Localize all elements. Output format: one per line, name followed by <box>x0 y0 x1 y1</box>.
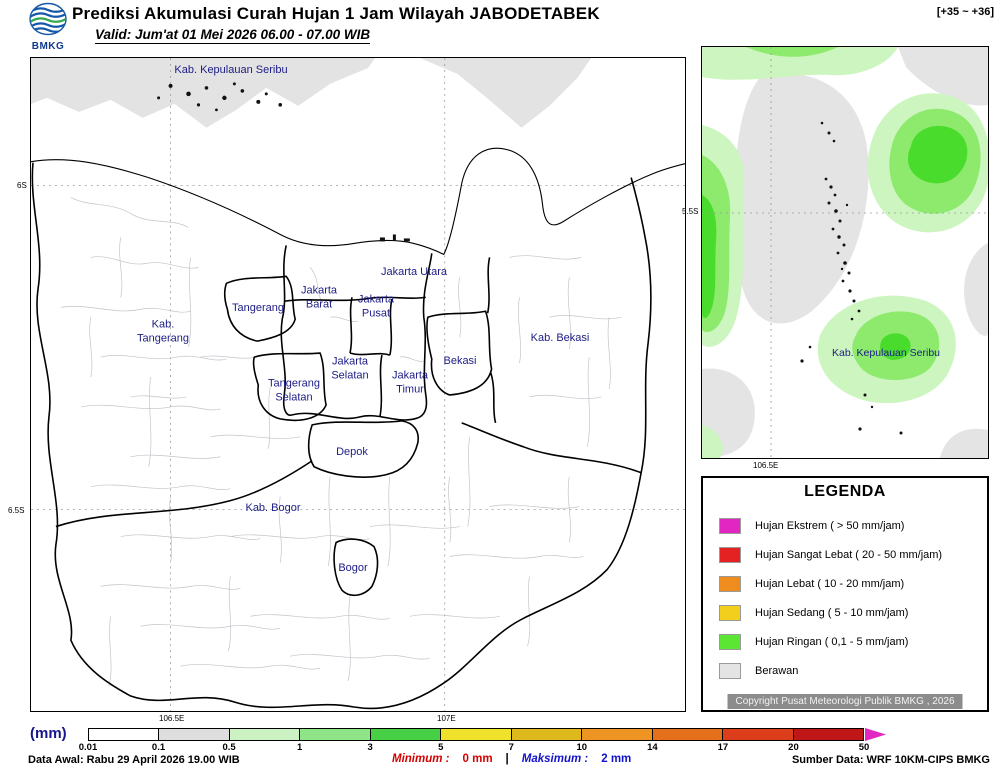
inset-graticule <box>702 47 988 458</box>
legend-item-lebat: Hujan Lebat ( 10 - 20 mm/jam) <box>719 576 904 592</box>
valid-time-text: Valid: Jum'at 01 Mei 2026 06.00 - 07.00 … <box>95 27 371 44</box>
colorbar-segment <box>582 729 653 740</box>
map-label-tangerang-selatan: Tangerang Selatan <box>268 377 320 403</box>
inset-island-dots <box>800 121 903 435</box>
graticule-lines <box>31 58 685 711</box>
bmkg-logo-icon <box>29 2 67 36</box>
bmkg-logo-text: BMKG <box>31 41 65 52</box>
district-boundaries <box>31 162 652 710</box>
map-label-jakarta-barat: Jakarta Barat <box>300 284 338 310</box>
inset-cloud-contours <box>702 47 988 458</box>
map-label-kab-kepulauan-seribu: Kab. Kepulauan Seribu <box>174 64 288 77</box>
legend-swatch-ringan <box>719 634 741 650</box>
legend-swatch-berawan <box>719 663 741 679</box>
legend-label-sedang: Hujan Sedang ( 5 - 10 mm/jam) <box>755 607 909 619</box>
colorbar-tick: 20 <box>788 742 799 753</box>
legend-label-lebat: Hujan Lebat ( 10 - 20 mm/jam) <box>755 578 905 590</box>
legend-item-sedang: Hujan Sedang ( 5 - 10 mm/jam) <box>719 605 908 621</box>
colorbar-segment <box>723 729 794 740</box>
legend-item-ringan: Hujan Ringan ( 0,1 - 5 mm/jam) <box>719 634 908 650</box>
sumber-data-text: Sumber Data: WRF 10KM-CIPS BMKG <box>791 754 990 766</box>
x-axis-tick-106-5e: 106.5E <box>159 714 185 723</box>
inset-x-tick-106-5e: 106.5E <box>753 461 779 470</box>
bmkg-logo: BMKG <box>24 2 72 56</box>
colorbar-tick: 0.5 <box>222 742 236 753</box>
inset-rain-core-contours <box>702 125 968 360</box>
map-label-depok: Depok <box>336 446 368 459</box>
colorbar-unit-label: (mm) <box>30 725 67 742</box>
minimum-value: 0 mm <box>462 753 493 765</box>
minimum-label: Minimum : <box>392 753 450 765</box>
colorbar-tick: 1 <box>296 742 303 753</box>
cloud-overlay <box>31 58 592 128</box>
legend-label-ekstrem: Hujan Ekstrem ( > 50 mm/jam) <box>755 520 905 532</box>
colorbar-segment <box>441 729 512 740</box>
maksimum-label: Maksimum : <box>521 753 589 765</box>
colorbar-segment <box>300 729 371 740</box>
colorbar-ticks: 0.01 0.1 0.5 1 3 5 7 10 14 17 20 50 <box>79 742 870 754</box>
main-map-canvas <box>31 58 685 711</box>
minmax-row: Minimum : 0 mm | Maksimum : 2 mm <box>392 753 631 765</box>
island-dots <box>157 82 283 112</box>
y-axis-tick-6-5s: 6.5S <box>8 506 25 515</box>
legend-label-ringan: Hujan Ringan ( 0,1 - 5 mm/jam) <box>755 636 909 648</box>
legend-swatch-ekstrem <box>719 518 741 534</box>
colorbar-tick: 7 <box>508 742 514 753</box>
colorbar-segment <box>652 729 724 740</box>
map-label-bekasi: Bekasi <box>443 355 477 368</box>
colorbar-segment <box>89 729 160 740</box>
colorbar-segment <box>229 729 301 740</box>
legend-item-berawan: Berawan <box>719 663 798 679</box>
inset-map-canvas <box>702 47 988 458</box>
inset-label-kab-kepulauan-seribu: Kab. Kepulauan Seribu <box>832 347 940 359</box>
minmax-separator: | <box>505 753 509 765</box>
legend-item-ekstrem: Hujan Ekstrem ( > 50 mm/jam) <box>719 518 904 534</box>
colorbar-segment <box>370 729 442 740</box>
legend-title: LEGENDA <box>804 483 886 500</box>
x-axis-tick-107e: 107E <box>437 714 456 723</box>
colorbar-tick: 14 <box>647 742 658 753</box>
inset-y-tick-5-5s: 5.5S <box>682 207 699 216</box>
colorbar-tick: 50 <box>858 742 870 753</box>
colorbar-tick: 0.01 <box>78 742 98 753</box>
forecast-hour-range: [+35 ~ +36] <box>936 6 994 18</box>
colorbar-segment <box>793 729 863 740</box>
map-label-bogor: Bogor <box>338 562 368 575</box>
data-awal-text: Data Awal: Rabu 29 April 2026 19.00 WIB <box>28 754 240 766</box>
legend-swatch-sedang <box>719 605 741 621</box>
legend-swatch-sangat-lebat <box>719 547 741 563</box>
legend-label-berawan: Berawan <box>755 665 799 677</box>
map-label-tangerang: Tangerang <box>232 302 284 315</box>
colorbar-tick: 10 <box>576 742 588 753</box>
map-label-jakarta-pusat: Jakarta Pusat <box>357 293 395 319</box>
maksimum-value: 2 mm <box>601 753 632 765</box>
inset-map: Kab. Kepulauan Seribu <box>701 46 989 459</box>
map-label-jakarta-timur: Jakarta Timur <box>391 369 429 395</box>
page-title: Prediksi Akumulasi Curah Hujan 1 Jam Wil… <box>72 4 600 23</box>
colorbar-segment <box>511 729 583 740</box>
port-marks <box>379 234 410 242</box>
y-axis-tick-6s: 6S <box>17 181 27 190</box>
map-label-kab-bogor: Kab. Bogor <box>245 502 301 515</box>
colorbar-tick: 3 <box>367 742 373 753</box>
colorbar-tick: 17 <box>717 742 729 753</box>
map-label-jakarta-utara: Jakarta Utara <box>380 266 448 279</box>
coastline <box>31 147 685 256</box>
map-label-kab-bekasi: Kab. Bekasi <box>530 332 590 345</box>
legend-panel: LEGENDA Hujan Ekstrem ( > 50 mm/jam) Huj… <box>701 476 989 712</box>
colorbar-tick: 5 <box>438 742 444 753</box>
legend-swatch-lebat <box>719 576 741 592</box>
map-label-jakarta-selatan: Jakarta Selatan <box>331 355 369 381</box>
map-label-kab-tangerang: Kab. Tangerang <box>137 318 189 344</box>
colorbar-tick: 0.1 <box>151 742 166 753</box>
colorbar-arrow <box>865 728 886 741</box>
main-map: Kab. Kepulauan Seribu Jakarta Utara Jaka… <box>30 57 686 712</box>
legend-item-sangat-lebat: Hujan Sangat Lebat ( 20 - 50 mm/jam) <box>719 547 942 563</box>
colorbar-segments <box>88 728 864 741</box>
colorbar-segment <box>159 729 230 740</box>
copyright-bar: Copyright Pusat Meteorologi Publik BMKG … <box>727 694 963 709</box>
subdistrict-lines <box>60 197 622 687</box>
legend-label-sangat-lebat: Hujan Sangat Lebat ( 20 - 50 mm/jam) <box>755 549 943 561</box>
